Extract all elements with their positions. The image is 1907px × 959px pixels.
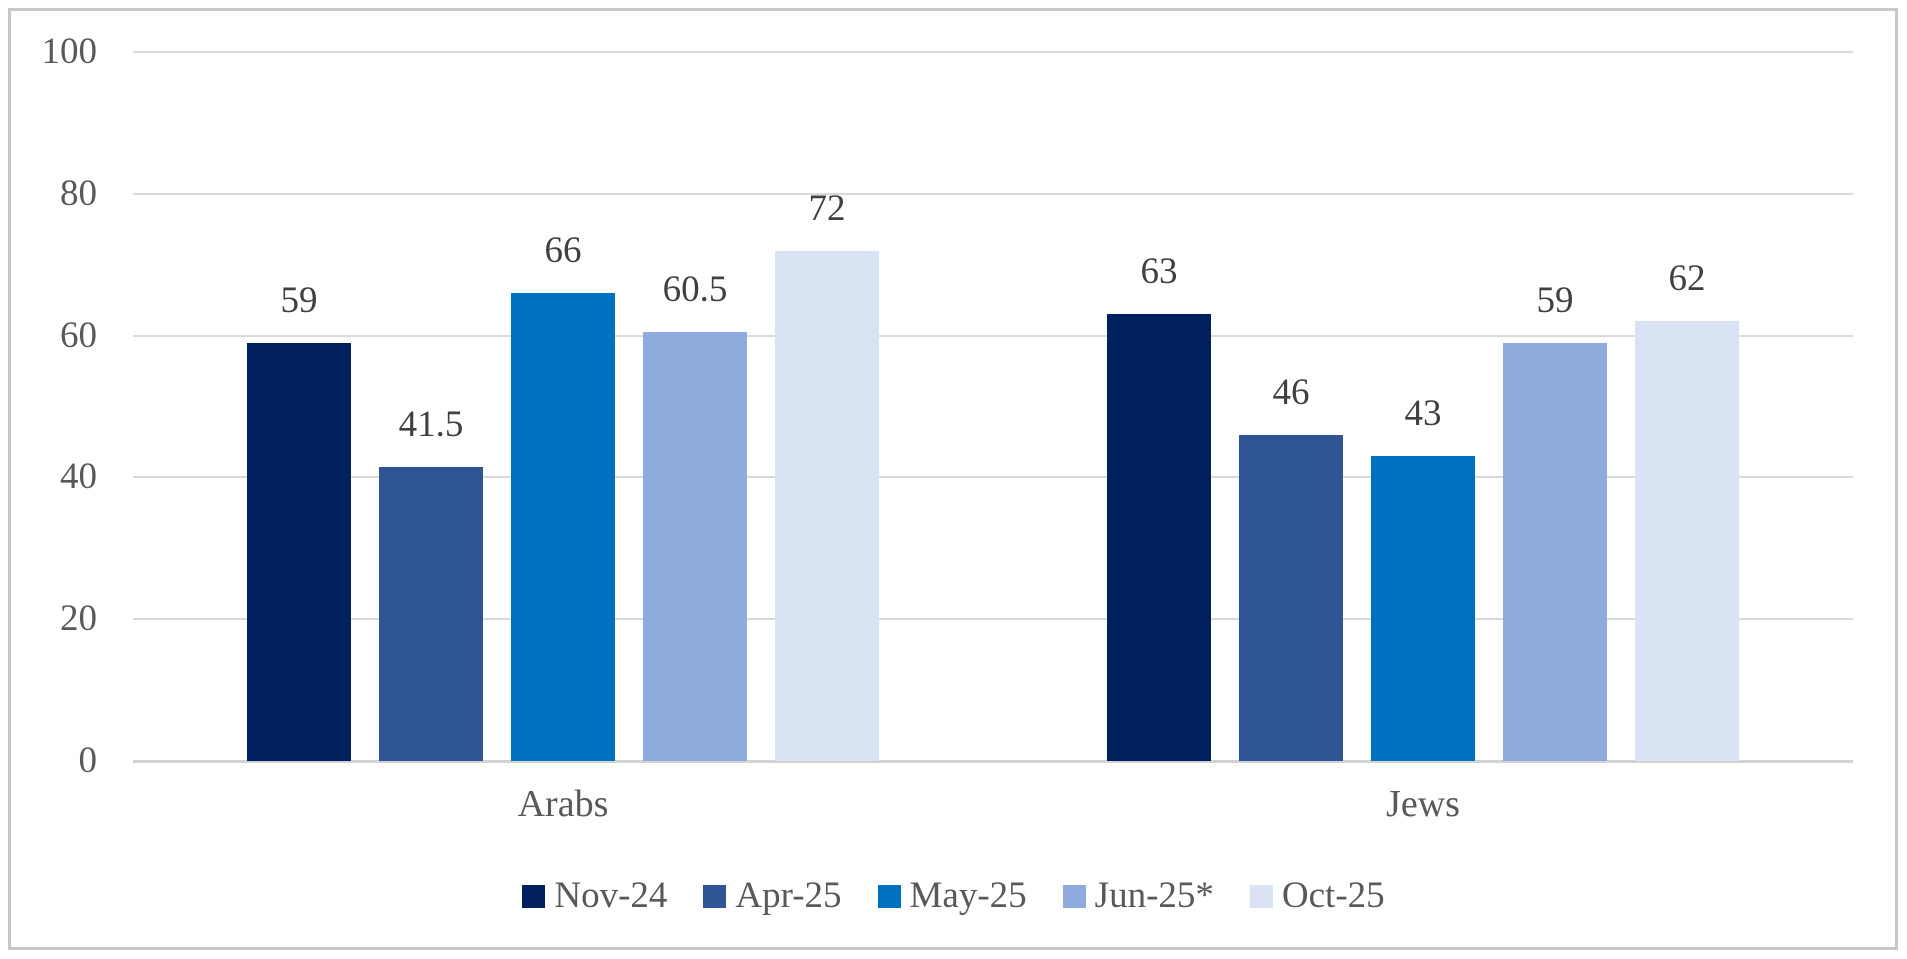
x-axis-line [133,760,1853,763]
bar-may-25-arabs [511,293,615,761]
data-label-may-25-jews: 43 [1404,393,1442,435]
data-label-apr-25-arabs: 41.5 [398,403,464,445]
bar-apr-25-arabs [379,466,483,761]
legend-swatch-icon [877,884,901,908]
data-label-apr-25-jews: 46 [1272,371,1310,413]
y-tick-label: 100 [41,31,98,72]
data-label-jun-25-jews: 59 [1536,279,1574,321]
legend-swatch-icon [1062,884,1086,908]
legend: Nov-24 Apr-25 May-25 Jun-25* Oct-25 [0,875,1907,916]
gridline [133,618,1853,621]
bar-oct-25-arabs [775,250,879,761]
category-label-arabs: Arabs [517,783,609,825]
bar-apr-25-jews [1239,434,1343,761]
legend-swatch-icon [703,884,727,908]
bar-jun-25-arabs [643,332,747,761]
category-label-jews: Jews [1386,783,1460,825]
data-label-oct-25-jews: 62 [1668,258,1706,300]
legend-item-nov-24: Nov-24 [522,875,668,916]
gridline [133,476,1853,479]
legend-item-jun-25: Jun-25* [1062,875,1214,916]
data-label-jun-25-arabs: 60.5 [662,269,728,311]
y-tick-label: 60 [60,314,97,356]
y-tick-label: 0 [78,740,98,781]
legend-label: Jun-25* [1094,875,1214,916]
y-tick-label: 80 [60,172,97,214]
y-tick-label: 40 [60,456,97,498]
legend-label: May-25 [909,875,1027,916]
legend-item-oct-25: Oct-25 [1249,875,1385,916]
bar-may-25-jews [1371,456,1475,761]
legend-swatch-icon [1249,884,1273,908]
data-label-nov-24-jews: 63 [1140,251,1178,293]
data-label-oct-25-arabs: 72 [808,187,846,229]
bar-nov-24-arabs [247,342,351,761]
legend-item-may-25: May-25 [877,875,1027,916]
gridline [133,334,1853,337]
data-label-may-25-arabs: 66 [544,230,582,272]
legend-swatch-icon [522,884,546,908]
bar-jun-25-jews [1503,342,1607,761]
legend-label: Oct-25 [1281,875,1385,916]
gridline [133,192,1853,195]
data-label-nov-24-arabs: 59 [280,279,318,321]
legend-item-apr-25: Apr-25 [703,875,842,916]
y-tick-label: 20 [60,598,97,640]
legend-label: Apr-25 [735,875,842,916]
gridline [133,51,1853,53]
legend-label: Nov-24 [554,875,668,916]
bar-oct-25-jews [1635,321,1739,761]
bar-nov-24-jews [1107,314,1211,761]
